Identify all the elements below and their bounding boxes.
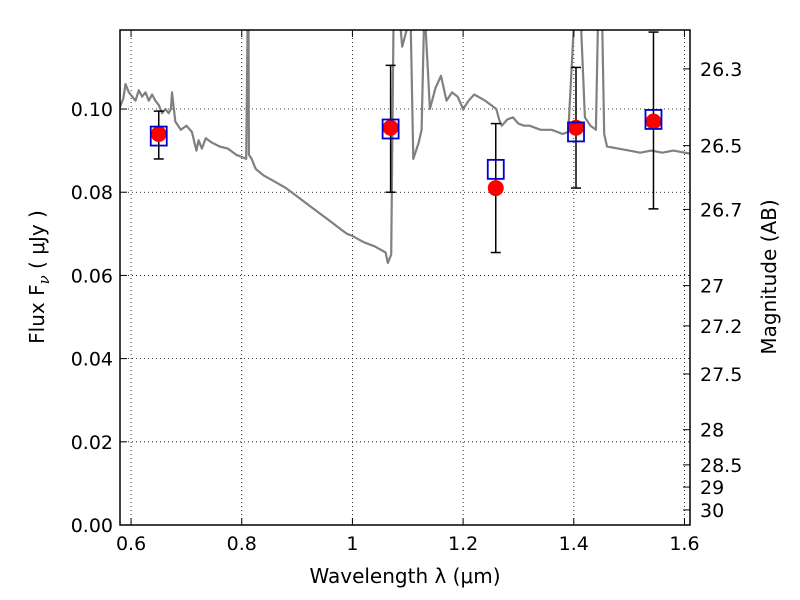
model-spectrum-line bbox=[120, 30, 690, 264]
x-tick-label: 0.8 bbox=[227, 533, 257, 555]
observed-point bbox=[150, 125, 167, 142]
y-tick-label: 0.02 bbox=[71, 432, 113, 454]
plot-frame bbox=[119, 29, 691, 526]
y-axis-title-main: Flux F bbox=[25, 284, 49, 343]
x-axis-title: Wavelength λ (μm) bbox=[309, 564, 500, 588]
x-tick-label: 1.4 bbox=[559, 533, 589, 555]
y-tick-label: 0.00 bbox=[71, 515, 113, 537]
observed-point bbox=[645, 113, 662, 130]
y-tick-label: 0.06 bbox=[71, 265, 113, 287]
y2-tick-label: 26.3 bbox=[700, 59, 742, 81]
y2-tick-label: 28.5 bbox=[700, 455, 742, 477]
model-photometry-marker bbox=[149, 125, 168, 147]
model-photometry-marker bbox=[381, 118, 400, 140]
y2-tick-label: 27 bbox=[700, 276, 724, 298]
model-photometry-marker bbox=[644, 109, 663, 130]
y2-tick-label: 30 bbox=[700, 500, 724, 522]
y-tick-label: 0.08 bbox=[71, 182, 113, 204]
y-axis-title-unit: ( μJy ) bbox=[25, 210, 49, 275]
model-photometry-markers bbox=[149, 109, 663, 180]
observed-point bbox=[382, 119, 399, 136]
y2-axis-title: Magnitude (AB) bbox=[757, 199, 781, 354]
observed-point bbox=[487, 180, 504, 197]
y2-tick-label: 28 bbox=[700, 420, 724, 442]
y2-tick-label: 26.7 bbox=[700, 199, 742, 221]
x-tick-label: 1.6 bbox=[669, 533, 699, 555]
y2-tick-label: 27.5 bbox=[700, 364, 742, 386]
y-tick-label: 0.04 bbox=[71, 349, 113, 371]
ticks: 0.6 0.8 1 1.2 1.4 1.6 0.00 0.02 0.04 0.06 0.08 0.10… bbox=[71, 30, 742, 555]
model-photometry-marker bbox=[567, 121, 585, 143]
y-axis-title-sub: ν bbox=[35, 275, 53, 284]
x-tick-label: 1.2 bbox=[448, 533, 478, 555]
y2-tick-label: 29 bbox=[700, 477, 724, 499]
y-axis-title: Flux Fν ( μJy ) bbox=[25, 210, 53, 344]
y-tick-label: 0.10 bbox=[71, 99, 113, 121]
model-photometry-marker bbox=[486, 158, 505, 180]
model-spectrum bbox=[120, 30, 690, 264]
y2-tick-label: 26.5 bbox=[700, 136, 742, 158]
x-tick-label: 0.6 bbox=[116, 533, 146, 555]
x-tick-label: 1 bbox=[346, 533, 358, 555]
y2-tick-label: 27.2 bbox=[700, 316, 742, 338]
